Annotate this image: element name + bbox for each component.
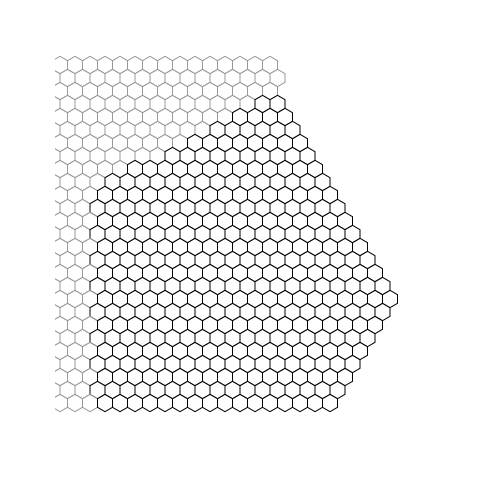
hex-cell-light (38, 368, 53, 385)
hex-layer (38, 55, 398, 413)
hex-cell-dark (277, 393, 293, 413)
hex-cell-dark (292, 393, 308, 413)
hex-cell-dark (172, 393, 188, 413)
hex-cell-dark (187, 393, 203, 413)
hex-cell-dark (202, 393, 218, 413)
hex-cell-dark (262, 393, 278, 413)
hex-cell-dark (157, 393, 173, 413)
hex-cell-dark (142, 393, 158, 413)
hex-cell-light (38, 212, 53, 229)
hex-cell-dark (112, 393, 128, 413)
hex-cell-dark (307, 393, 323, 413)
hex-cell-light (67, 393, 83, 413)
hex-cell-dark (127, 393, 143, 413)
hex-cell-dark (247, 393, 263, 413)
hex-cell-light (38, 394, 53, 411)
hex-cell-light (38, 238, 53, 255)
hex-cell-light (38, 186, 53, 203)
hex-cell-light (38, 342, 53, 359)
hex-cell-light (82, 393, 98, 413)
hex-cell-dark (232, 393, 248, 413)
hex-cell-light (38, 290, 53, 307)
hex-cell-dark (217, 393, 233, 413)
hex-cell-light (38, 316, 53, 333)
hex-cell-light (55, 393, 68, 413)
hex-cell-light (38, 264, 53, 281)
hex-cell-dark (322, 393, 338, 413)
hex-cell-dark (97, 393, 113, 413)
